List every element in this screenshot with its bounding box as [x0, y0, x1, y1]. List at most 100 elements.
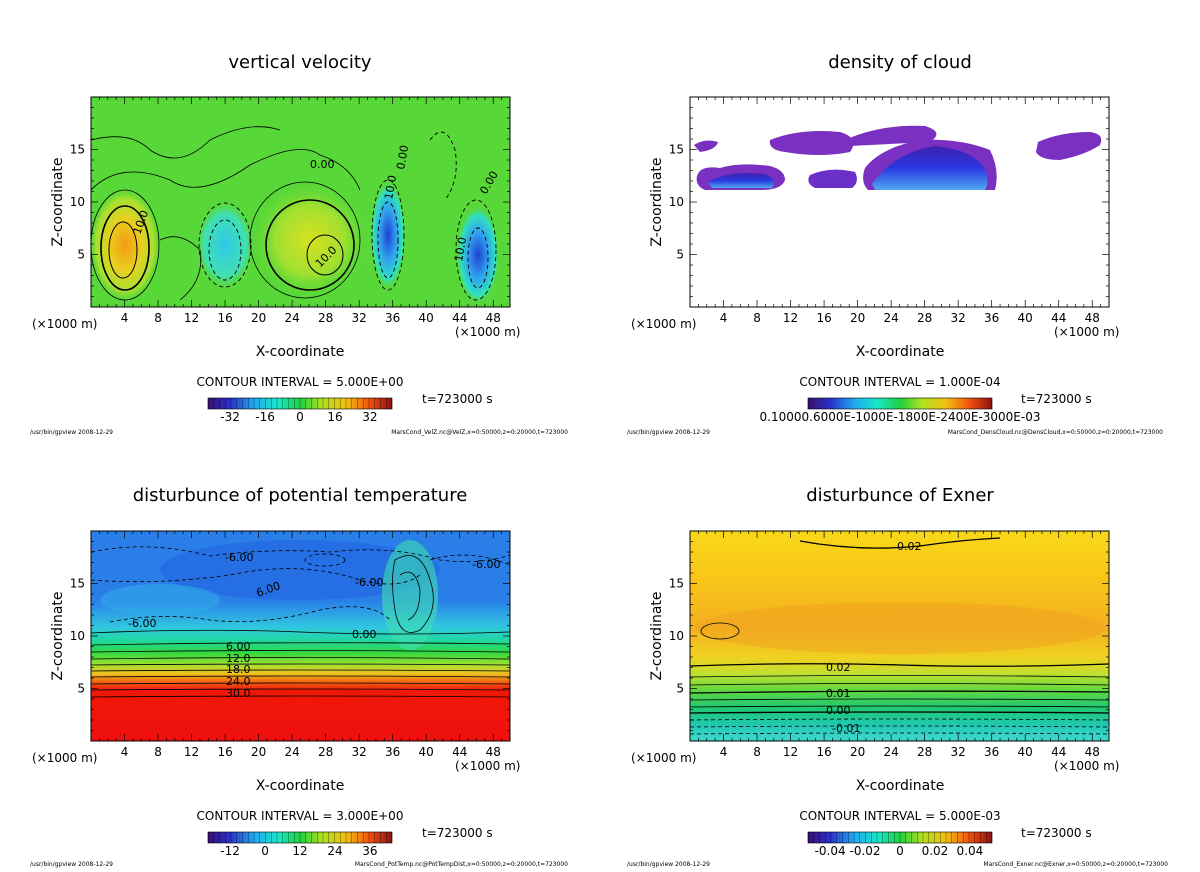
panel-exner: disturbunce of Exner 0.02	[627, 485, 1168, 868]
contour-label: 24.0	[226, 675, 251, 688]
contour-interval: CONTOUR INTERVAL = 1.000E-04	[799, 375, 1000, 389]
contour-line	[689, 718, 1110, 721]
contour-line	[90, 675, 511, 678]
field-downdraft-3	[456, 205, 500, 305]
contour-label: -0.01	[832, 722, 860, 735]
contour-line	[208, 219, 242, 281]
cloud-patch	[845, 125, 937, 146]
y-tick-label: 5	[676, 248, 684, 262]
colorbar-tick-label: -16	[255, 410, 275, 424]
x-tick-label: 28	[318, 745, 333, 759]
x-tick-label: 4	[720, 745, 728, 759]
colorbar-tick-label: 0	[896, 844, 904, 858]
y-ticks: 5 10 15	[70, 107, 510, 297]
contour-label: 10.0	[452, 236, 469, 262]
contour-label: 10.0	[382, 174, 399, 200]
contour-line	[90, 650, 511, 653]
contour-label: 12.0	[226, 652, 251, 665]
cloud-patch	[708, 173, 774, 188]
contour-line	[429, 131, 457, 201]
contour-line	[109, 606, 391, 623]
x-tick-label: 8	[753, 311, 761, 325]
field-patch	[100, 584, 220, 616]
y-tick-label: 15	[70, 577, 85, 591]
contour-line	[700, 622, 740, 640]
x-unit-left: (×1000 m)	[32, 751, 97, 765]
colorbar-tick-label: 0.04	[957, 844, 984, 858]
x-tick-label: 32	[352, 311, 367, 325]
x-tick-label: 12	[783, 311, 798, 325]
contour-line	[689, 698, 1110, 701]
x-tick-label: 16	[217, 745, 232, 759]
contour-line	[159, 236, 202, 301]
cloud-patch	[694, 140, 718, 152]
x-tick-label: 40	[419, 311, 434, 325]
footer-left: /usr/bin/gpview 2008-12-29	[30, 861, 113, 868]
cloud-patches	[694, 125, 1102, 190]
field-plume	[382, 540, 438, 650]
y-axis-label: Z-coordinate	[50, 157, 66, 246]
x-unit-left: (×1000 m)	[32, 317, 97, 331]
x-tick-label: 48	[486, 311, 501, 325]
x-tick-label: 32	[352, 745, 367, 759]
time-label: t=723000 s	[422, 826, 493, 840]
chart-title: vertical velocity	[228, 52, 372, 73]
footer-right: MarsCond_DensCloud.nc@DensCloud,x=0:5000…	[948, 429, 1163, 436]
panel-density-of-cloud: density of cloud 4 8 12 16 20 24 28 32 36 40 44 48 …	[627, 52, 1163, 436]
contour-label: -6.00	[128, 617, 156, 630]
x-tick-label: 36	[984, 745, 999, 759]
panel-potential-temperature: disturbunce of potential temperature	[30, 485, 568, 868]
field-downdraft-1	[195, 200, 255, 290]
contour-line	[90, 126, 281, 159]
y-tick-label: 10	[70, 629, 85, 643]
contour-line	[689, 663, 1110, 667]
y-tick-label: 10	[70, 195, 85, 209]
colorbar-tick-label: 24	[327, 844, 342, 858]
colorbar-ticks: -12 0 12 24 36	[213, 832, 387, 858]
contour-line	[371, 179, 405, 291]
contour-label: 0.02	[826, 661, 851, 674]
contour-label: 0.01	[826, 687, 851, 700]
x-tick-label: 28	[318, 311, 333, 325]
colorbar-ticks: -0.04 -0.02 0 0.02 0.04	[813, 832, 987, 858]
footer-left: /usr/bin/gpview 2008-12-29	[30, 429, 113, 436]
contour-line	[90, 695, 511, 698]
contour-labels: 0.02 0.02 0.01 0.00 -0.01	[826, 540, 922, 735]
footer-right: MarsCond_VelZ.nc@VelZ,x=0:50000,z=0:2000…	[391, 429, 568, 436]
contour-line	[689, 705, 1110, 708]
contour-label: 0.00	[394, 144, 411, 170]
contour-label: 18.0	[226, 663, 251, 676]
contour-label: 0.00	[310, 158, 335, 171]
x-axis-label: X-coordinate	[256, 778, 345, 794]
x-tick-label: 20	[850, 745, 865, 759]
x-tick-label: 40	[1018, 745, 1033, 759]
x-tick-label: 28	[917, 311, 932, 325]
colorbar: -32 -16 0 16 32	[207, 397, 393, 424]
x-tick-label: 48	[486, 745, 501, 759]
contour-lines-negative	[90, 546, 511, 623]
y-tick-label: 5	[77, 682, 85, 696]
contour-interval: CONTOUR INTERVAL = 5.000E+00	[197, 375, 404, 389]
x-tick-label: 8	[753, 745, 761, 759]
x-tick-label: 36	[385, 745, 400, 759]
colorbar-ticks: -32 -16 0 16 32	[213, 398, 387, 424]
x-tick-label: 16	[217, 311, 232, 325]
x-axis-label: X-coordinate	[856, 778, 945, 794]
x-unit-left: (×1000 m)	[631, 317, 696, 331]
contour-line	[90, 546, 511, 563]
contour-line	[249, 181, 361, 299]
contour-lines-negative	[198, 131, 497, 301]
x-axis-label: X-coordinate	[256, 344, 345, 360]
x-tick-label: 28	[917, 745, 932, 759]
x-unit-right: (×1000 m)	[455, 759, 520, 773]
contour-label: 0.02	[897, 540, 922, 553]
contour-interval: CONTOUR INTERVAL = 5.000E-03	[799, 809, 1000, 823]
y-tick-label: 15	[669, 143, 684, 157]
time-label: t=723000 s	[1021, 392, 1092, 406]
contour-lines	[90, 555, 511, 698]
contour-lines	[90, 126, 361, 301]
x-tick-label: 44	[1051, 745, 1066, 759]
x-tick-label: 12	[184, 311, 199, 325]
colorbar-tick-label: 0	[296, 410, 304, 424]
contour-line	[429, 554, 511, 566]
